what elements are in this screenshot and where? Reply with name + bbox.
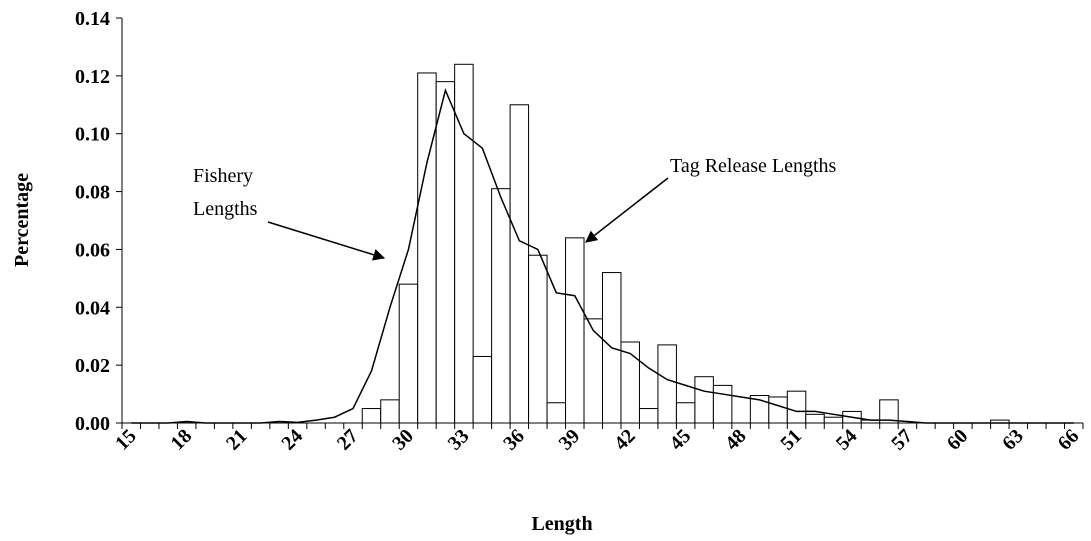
bar [509,104,530,424]
x-tick-label: 15 [111,425,141,455]
y-tick-label: 0.04 [75,297,110,319]
bar [675,402,696,424]
bar [768,396,788,424]
annotation: Lengths [193,198,258,220]
bar [565,237,585,424]
x-tick-label: 27 [333,425,363,455]
bar [472,355,493,424]
x-tick-label: 60 [943,425,973,455]
bar [657,344,677,424]
x-tick-label: 48 [721,425,751,455]
fishery-arrow [267,221,386,261]
line [131,87,1074,424]
bar [546,402,567,424]
x-tick-label: 45 [666,425,696,455]
x-tick-label: 24 [277,425,307,455]
bar [361,408,382,424]
y-tick-label: 0.14 [75,8,110,30]
y-tick-label: 0.08 [75,182,110,204]
tag-arrow [585,177,669,243]
x-tick-label: 33 [444,425,474,455]
y-tick-label: 0.10 [75,124,110,146]
annotation: Tag Release Lengths [670,155,837,177]
bar [491,188,511,424]
x-tick-label: 54 [832,425,862,455]
bar [805,413,825,424]
x-tick-label: 51 [776,425,806,455]
x-tick-label: 18 [167,425,197,455]
y-axis-title: Percentage [11,173,33,267]
bar [528,254,548,424]
x-tick-label: 30 [388,425,418,455]
bar [823,416,844,424]
y-tick-label: 0.02 [75,355,110,377]
x-tick-label: 57 [887,425,917,455]
bar [786,390,807,424]
y-tick-label: 0.12 [75,66,110,88]
bar [435,81,456,424]
y-tick-label: 0.06 [75,239,110,261]
x-axis-title: Length [531,513,592,535]
y-tick-label: 0.00 [75,413,110,435]
bar [398,283,419,424]
x-tick-label: 63 [998,425,1028,455]
bar [583,318,603,424]
bar [380,399,400,424]
bar [638,408,659,424]
annotation: Fishery [193,165,253,187]
bar [694,376,714,424]
x-tick-label: 39 [555,425,585,455]
x-tick-label: 42 [610,425,640,455]
x-tick-label: 36 [499,425,529,455]
bar [712,384,733,424]
x-tick-label: 21 [222,425,252,455]
bar [417,72,437,424]
x-tick-label: 66 [1054,425,1084,455]
